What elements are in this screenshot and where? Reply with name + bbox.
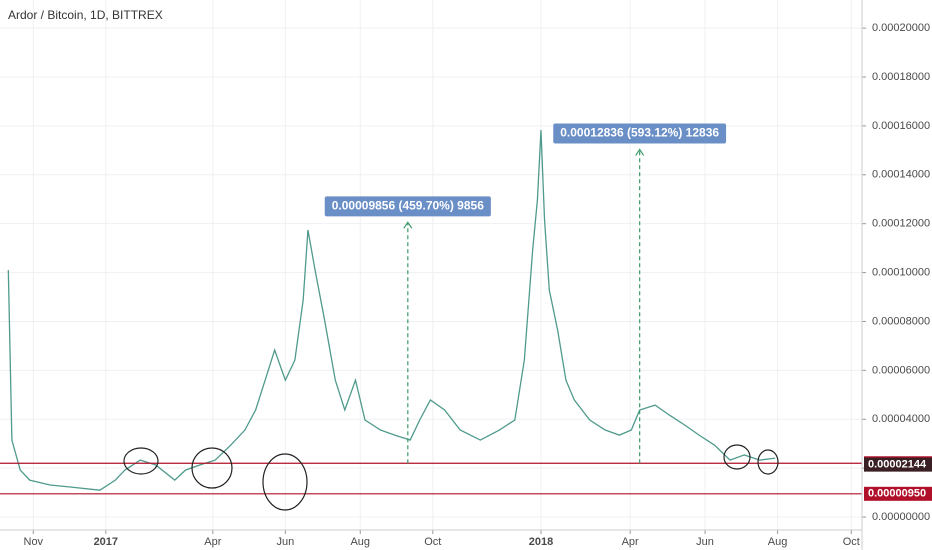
annotation-text: 0.00009856 (459.70%) 9856 xyxy=(332,198,484,212)
y-tick-label: 0.00012000 xyxy=(872,218,930,230)
price-label: 0.00000950 xyxy=(868,488,926,500)
x-tick-label: Aug xyxy=(350,536,370,548)
y-tick-label: 0.00004000 xyxy=(872,413,930,425)
grid xyxy=(0,0,866,534)
price-label: 0.00002144 xyxy=(868,459,927,471)
price-label-bg xyxy=(864,486,932,501)
y-tick-label: 0.00018000 xyxy=(872,71,930,83)
x-tick-label: Jun xyxy=(276,536,294,548)
x-tick-label: Jun xyxy=(696,536,714,548)
y-tick-label: 0.00014000 xyxy=(872,169,930,181)
annotation-text: 0.00012836 (593.12%) 12836 xyxy=(560,126,719,140)
marks xyxy=(0,130,862,495)
x-tick-label: Apr xyxy=(622,536,639,548)
y-tick-label: 0.00020000 xyxy=(872,22,930,34)
x-tick-label: Oct xyxy=(843,536,860,548)
x-tick-label: 2018 xyxy=(529,536,553,548)
arrow-head xyxy=(403,221,413,229)
y-tick-label: 0.00000000 xyxy=(872,511,930,523)
x-tick-label: 2017 xyxy=(94,536,118,548)
arrow-head xyxy=(635,148,645,156)
x-tick-label: Nov xyxy=(24,536,44,548)
x-tick-label: Apr xyxy=(204,536,221,548)
price-label-bg xyxy=(864,457,932,472)
drawn-circles xyxy=(123,444,779,511)
overlay: 0.000000000.000020000.000040000.00006000… xyxy=(24,22,932,548)
y-tick-label: 0.00010000 xyxy=(872,266,930,278)
annotation-box xyxy=(324,196,491,217)
annotation-box xyxy=(553,123,727,144)
price-line xyxy=(7,130,776,491)
y-tick-label: 0.00006000 xyxy=(872,364,930,376)
y-tick-label: 0.00016000 xyxy=(872,120,930,132)
y-tick-label: 0.00008000 xyxy=(872,315,930,327)
chart-title: Ardor / Bitcoin, 1D, BITTREX xyxy=(8,8,163,22)
x-tick-label: Oct xyxy=(424,536,441,548)
x-tick-label: Aug xyxy=(768,536,788,548)
